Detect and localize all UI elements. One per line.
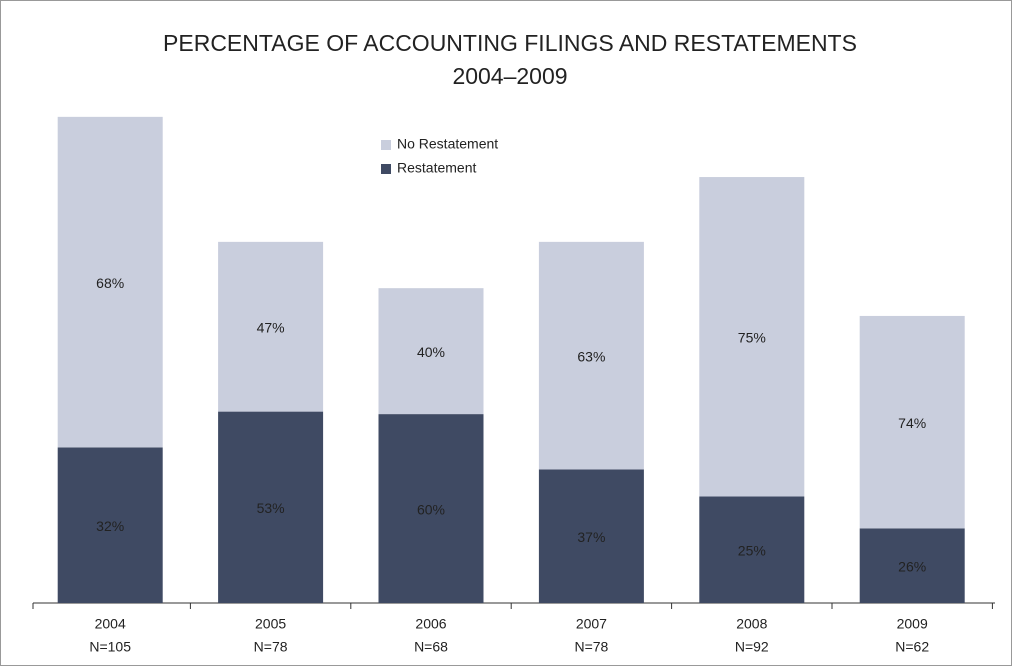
count-label: N=105 [89,639,131,655]
x-tick-label: 2005 [255,616,286,632]
value-label: 74% [898,415,926,431]
count-label: N=68 [414,639,448,655]
value-label: 25% [738,542,766,558]
legend-swatch [381,164,391,174]
count-label: N=92 [735,639,769,655]
bar-segment [859,528,965,603]
value-label: 40% [417,344,445,360]
bar-segment [378,414,484,603]
bar-segment [57,116,163,448]
bar-segment [538,241,644,470]
value-label: 47% [257,319,285,335]
bar-segment [378,288,484,415]
bar-segment [218,411,324,603]
value-label: 37% [577,529,605,545]
x-tick-label: 2004 [95,616,126,632]
chart-subtitle: 2004–2009 [452,63,567,89]
bar-segment [699,177,805,497]
bar-segment [699,496,805,603]
bar-segment [57,447,163,603]
value-label: 63% [577,348,605,364]
count-label: N=62 [895,639,929,655]
count-label: N=78 [574,639,608,655]
legend-label: Restatement [397,160,476,176]
x-tick-label: 2006 [415,616,446,632]
chart-title: PERCENTAGE OF ACCOUNTING FILINGS AND RES… [163,30,857,56]
value-label: 32% [96,518,124,534]
value-label: 68% [96,275,124,291]
x-tick-label: 2008 [736,616,767,632]
value-label: 75% [738,329,766,345]
count-label: N=78 [254,639,288,655]
bar-segment [859,315,965,529]
value-label: 60% [417,501,445,517]
x-tick-label: 2007 [576,616,607,632]
legend-swatch [381,140,391,150]
bar-segment [538,469,644,603]
value-label: 53% [257,500,285,516]
bar-segment [218,241,324,412]
value-label: 26% [898,558,926,574]
legend-label: No Restatement [397,136,498,152]
x-tick-label: 2009 [897,616,928,632]
